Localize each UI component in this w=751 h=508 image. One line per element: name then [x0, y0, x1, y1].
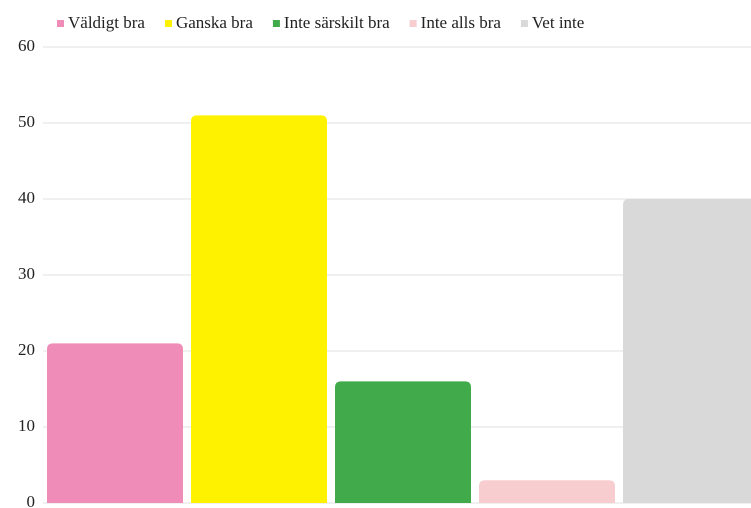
bar — [335, 381, 471, 503]
y-tick-label: 20 — [18, 340, 35, 359]
legend-label: Ganska bra — [176, 13, 253, 32]
legend-marker — [57, 20, 64, 27]
legend-label: Inte särskilt bra — [284, 13, 390, 32]
legend-label: Vet inte — [532, 13, 584, 32]
bar — [191, 115, 327, 504]
y-tick-label: 0 — [27, 492, 36, 508]
legend-label: Väldigt bra — [68, 13, 145, 32]
bar — [47, 343, 183, 503]
y-tick-label: 30 — [18, 264, 35, 283]
legend: Väldigt bra Ganska bra Inte särskilt bra In… — [57, 13, 584, 32]
y-tick-label: 40 — [18, 188, 35, 207]
bar — [623, 199, 751, 503]
legend-marker — [520, 20, 528, 27]
y-tick-label: 60 — [18, 36, 35, 55]
y-tick-label: 50 — [18, 112, 35, 131]
bar — [479, 480, 615, 503]
legend-marker — [164, 20, 172, 27]
y-tick-label: 10 — [18, 416, 35, 435]
legend-label: Inte alls bra — [421, 13, 502, 32]
legend-marker — [272, 20, 280, 27]
legend-marker — [409, 20, 417, 27]
